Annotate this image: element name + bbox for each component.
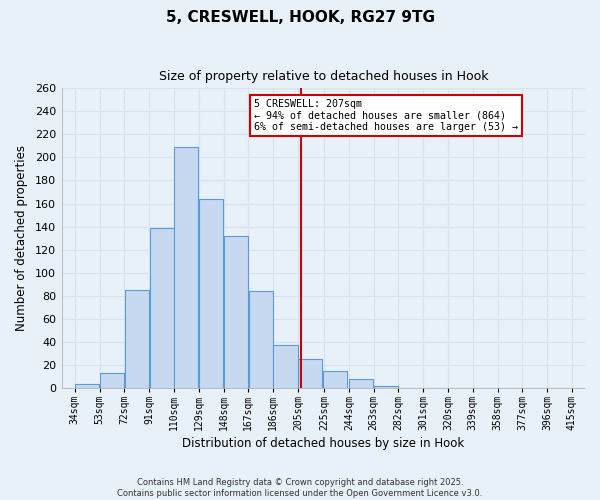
Bar bbox=[174, 147, 199, 388]
Bar bbox=[349, 378, 373, 388]
Text: 5 CRESWELL: 207sqm
← 94% of detached houses are smaller (864)
6% of semi-detache: 5 CRESWELL: 207sqm ← 94% of detached hou… bbox=[254, 98, 518, 132]
Bar bbox=[374, 386, 398, 388]
Bar bbox=[149, 228, 173, 388]
Bar bbox=[298, 359, 322, 388]
Text: Contains HM Land Registry data © Crown copyright and database right 2025.
Contai: Contains HM Land Registry data © Crown c… bbox=[118, 478, 482, 498]
Bar bbox=[199, 199, 223, 388]
X-axis label: Distribution of detached houses by size in Hook: Distribution of detached houses by size … bbox=[182, 437, 464, 450]
Text: 5, CRESWELL, HOOK, RG27 9TG: 5, CRESWELL, HOOK, RG27 9TG bbox=[166, 10, 434, 25]
Title: Size of property relative to detached houses in Hook: Size of property relative to detached ho… bbox=[158, 70, 488, 83]
Bar bbox=[323, 370, 347, 388]
Bar bbox=[224, 236, 248, 388]
Bar bbox=[274, 345, 298, 388]
Bar bbox=[75, 384, 99, 388]
Bar bbox=[100, 373, 124, 388]
Y-axis label: Number of detached properties: Number of detached properties bbox=[15, 145, 28, 331]
Bar bbox=[248, 291, 273, 388]
Bar bbox=[125, 290, 149, 388]
